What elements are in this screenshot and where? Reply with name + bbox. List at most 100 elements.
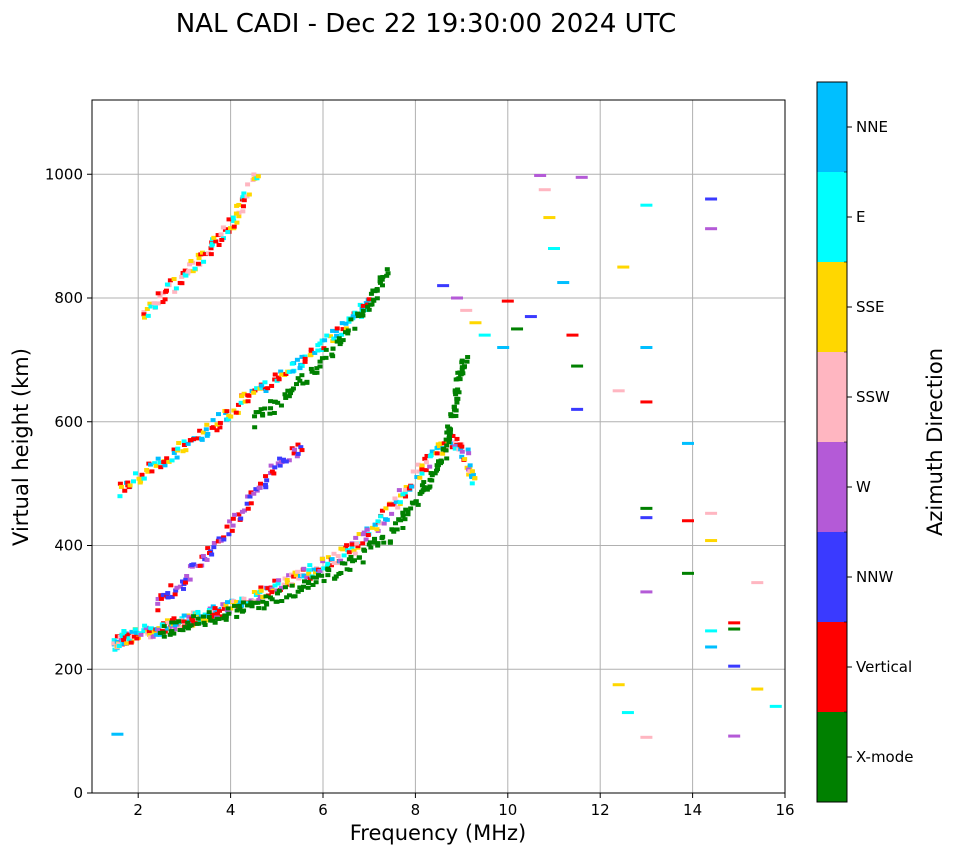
data-point — [165, 626, 171, 631]
data-point — [179, 274, 185, 279]
data-point — [405, 510, 411, 515]
data-point — [183, 580, 189, 585]
data-point — [122, 488, 128, 493]
data-point — [353, 535, 359, 540]
data-point — [272, 372, 278, 377]
data-point — [453, 408, 459, 413]
data-point — [254, 386, 260, 391]
colorbar-swatch — [817, 712, 847, 802]
data-point — [114, 634, 120, 639]
data-point — [640, 735, 653, 739]
data-point — [448, 414, 454, 419]
data-point — [300, 381, 306, 386]
data-point — [195, 616, 201, 621]
data-point — [218, 538, 224, 543]
data-point — [278, 369, 284, 374]
data-point — [231, 218, 237, 223]
data-point — [173, 588, 179, 593]
data-point — [349, 542, 355, 547]
data-point — [247, 494, 253, 499]
data-point — [202, 622, 208, 627]
data-point — [403, 484, 409, 489]
data-point — [462, 457, 468, 462]
data-point — [278, 585, 284, 590]
data-point — [233, 410, 239, 415]
data-point — [297, 366, 303, 371]
colorbar-swatch — [817, 442, 847, 532]
data-point — [295, 569, 301, 574]
data-point — [234, 608, 240, 613]
data-point — [409, 500, 415, 505]
data-point — [209, 243, 215, 248]
y-tick-label: 600 — [54, 413, 83, 431]
data-point — [253, 410, 259, 415]
data-point — [705, 629, 718, 633]
data-point — [299, 373, 305, 378]
data-point — [429, 449, 435, 454]
data-point — [211, 545, 217, 550]
data-point — [269, 597, 275, 602]
data-point — [332, 576, 338, 581]
data-point — [286, 394, 292, 399]
data-point — [197, 428, 203, 433]
data-point — [260, 595, 266, 600]
data-point — [421, 480, 427, 485]
colorbar-label: Vertical — [856, 658, 912, 676]
data-point — [216, 608, 222, 613]
data-point — [366, 542, 372, 547]
data-point — [185, 620, 191, 625]
data-point — [141, 476, 147, 481]
data-point — [199, 437, 205, 442]
data-point — [444, 456, 450, 461]
data-point — [352, 551, 358, 556]
data-point — [338, 558, 344, 563]
data-point — [188, 258, 194, 263]
data-point — [239, 394, 245, 399]
data-point — [245, 506, 251, 511]
data-point — [239, 509, 245, 514]
data-point — [466, 451, 472, 456]
data-point — [127, 483, 133, 488]
data-point — [155, 601, 161, 606]
data-point — [394, 527, 400, 532]
data-point — [352, 314, 358, 319]
data-point — [312, 350, 318, 355]
data-point — [277, 456, 283, 461]
data-point — [169, 628, 175, 633]
data-point — [281, 582, 287, 587]
data-point — [340, 327, 346, 332]
data-point — [205, 546, 211, 551]
data-point — [209, 552, 215, 557]
data-point — [640, 203, 653, 207]
data-point — [241, 391, 247, 396]
data-point — [181, 613, 187, 618]
data-point — [283, 371, 289, 376]
data-point — [153, 463, 159, 468]
data-point — [331, 551, 337, 556]
data-point — [426, 485, 432, 490]
x-tick-label: 2 — [133, 801, 143, 819]
data-point — [162, 297, 168, 302]
data-point — [163, 289, 169, 294]
data-point — [231, 603, 237, 608]
data-point — [172, 592, 178, 597]
data-point — [437, 284, 450, 288]
data-point — [302, 354, 308, 359]
data-point — [253, 487, 259, 492]
data-point — [373, 288, 379, 293]
data-point — [393, 499, 399, 504]
data-point — [155, 291, 161, 296]
data-point — [441, 441, 447, 446]
data-point — [299, 363, 305, 368]
colorbar-frame — [816, 81, 848, 803]
data-point — [306, 571, 312, 576]
data-point — [210, 418, 216, 423]
data-point — [313, 570, 319, 575]
colorbar-label: E — [856, 208, 865, 226]
data-point — [256, 410, 262, 415]
data-point — [321, 566, 327, 571]
data-point — [453, 392, 459, 397]
data-point — [307, 563, 313, 568]
data-point — [199, 250, 205, 255]
data-point — [325, 561, 331, 566]
